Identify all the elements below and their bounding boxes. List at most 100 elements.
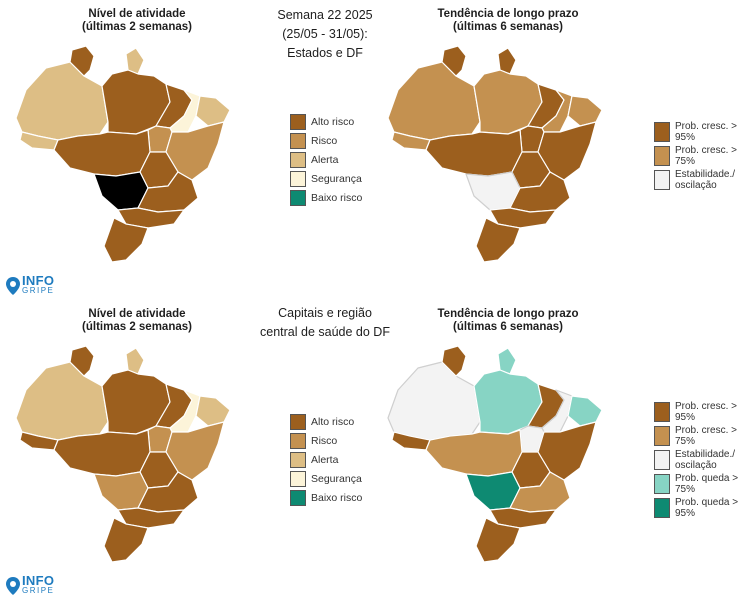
bottom-right-map-title: Tendência de longo prazo (últimas 6 sema… [413,308,603,334]
region-ne-tip [195,395,231,427]
region-amapa [125,347,145,375]
legend-swatch [654,426,670,446]
title-line: Nível de atividade [88,8,186,20]
legend-swatch [290,133,306,149]
legend-label: Prob. queda > 95% [675,497,739,519]
region-roraima [441,45,467,77]
region-roraima [441,345,467,377]
legend-item: Prob. cresc. > 75% [654,425,750,447]
legend-item: Estabilidade./ oscilação [654,449,750,471]
title-line: (últimas 6 semanas) [453,321,563,333]
top-left-map-title: Nível de atividade (últimas 2 semanas) [42,8,232,34]
brand-sub: GRIPE [22,286,55,295]
map-pin-icon [6,577,20,595]
legend-label: Segurança [311,173,362,185]
title-line: (últimas 6 semanas) [453,21,563,33]
title-line: Semana 22 2025 [277,8,373,22]
legend-swatch [290,433,306,449]
top-left-brazil-map [15,45,231,263]
legend-label: Prob. cresc. > 75% [675,425,737,447]
bottom-section-title: Capitais e região central de saúde do DF [225,304,425,342]
legend-label: Segurança [311,473,362,485]
legend-item: Alto risco [290,114,362,130]
legend-label: Alto risco [311,416,355,428]
bottom-left-map-title: Nível de atividade (últimas 2 semanas) [42,308,232,334]
legend-swatch [290,152,306,168]
legend-item: Alerta [290,452,362,468]
title-line: (25/05 - 31/05): [282,27,368,41]
title-line: Tendência de longo prazo [437,8,579,20]
infogripe-logo: INFO GRIPE [6,274,55,296]
title-line: Estados e DF [287,46,363,60]
legend-swatch [290,171,306,187]
legend-item: Prob. cresc. > 75% [654,145,750,167]
legend-swatch [654,402,670,422]
region-ne-tip [567,395,603,427]
legend-label: Estabilidade./ oscilação [675,449,736,471]
region-south [475,217,521,263]
legend-swatch [654,474,670,494]
region-roraima [69,345,95,377]
legend-item: Estabilidade./ oscilação [654,169,750,191]
bottom-left-brazil-map [15,345,231,563]
bottom-left-legend: Alto risco Risco Alerta Segurança Baixo … [290,414,362,509]
legend-item: Prob. queda > 95% [654,497,750,519]
region-ne-tip [195,95,231,127]
region-amapa [125,47,145,75]
legend-label: Prob. cresc. > 95% [675,401,737,423]
top-right-legend: Prob. cresc. > 95% Prob. cresc. > 75% Es… [654,121,750,194]
region-roraima [69,45,95,77]
legend-item: Prob. queda > 75% [654,473,750,495]
legend-item: Prob. cresc. > 95% [654,401,750,423]
legend-item: Alto risco [290,414,362,430]
legend-swatch [290,114,306,130]
legend-item: Segurança [290,471,362,487]
region-north-west [15,361,109,441]
title-line: Tendência de longo prazo [437,308,579,320]
region-south [103,517,149,563]
legend-item: Prob. cresc. > 95% [654,121,750,143]
region-south [475,517,521,563]
legend-swatch [654,170,670,190]
region-ne-tip [567,95,603,127]
title-line: Nível de atividade [88,308,186,320]
legend-label: Prob. cresc. > 95% [675,121,737,143]
region-amapa [497,47,517,75]
region-south [103,217,149,263]
legend-item: Baixo risco [290,490,362,506]
legend-item: Baixo risco [290,190,362,206]
title-line: Capitais e região [278,306,372,320]
map-pin-icon [6,277,20,295]
legend-label: Alerta [311,454,339,466]
legend-swatch [290,190,306,206]
bottom-right-brazil-map [387,345,603,563]
legend-label: Baixo risco [311,492,363,504]
legend-swatch [654,122,670,142]
legend-item: Risco [290,433,362,449]
region-amapa [497,347,517,375]
legend-swatch [290,452,306,468]
top-right-map-title: Tendência de longo prazo (últimas 6 sema… [413,8,603,34]
infogripe-logo: INFO GRIPE [6,573,55,596]
legend-swatch [654,146,670,166]
top-section-title: Semana 22 2025 (25/05 - 31/05): Estados … [225,6,425,63]
legend-swatch [654,450,670,470]
legend-item: Alerta [290,152,362,168]
legend-label: Risco [311,135,338,147]
legend-label: Baixo risco [311,192,363,204]
brand-name: INFO [22,573,55,588]
legend-item: Risco [290,133,362,149]
legend-swatch [290,490,306,506]
top-left-legend: Alto risco Risco Alerta Segurança Baixo … [290,114,362,209]
region-north-west [387,361,481,441]
region-north-west [15,61,109,141]
title-line: (últimas 2 semanas) [82,21,192,33]
legend-label: Risco [311,435,338,447]
legend-label: Estabilidade./ oscilação [675,169,736,191]
bottom-right-legend: Prob. cresc. > 95% Prob. cresc. > 75% Es… [654,401,750,522]
brand-sub: GRIPE [22,586,55,595]
title-line: (últimas 2 semanas) [82,321,192,333]
legend-label: Alto risco [311,116,355,128]
legend-swatch [290,414,306,430]
title-line: central de saúde do DF [260,325,390,339]
